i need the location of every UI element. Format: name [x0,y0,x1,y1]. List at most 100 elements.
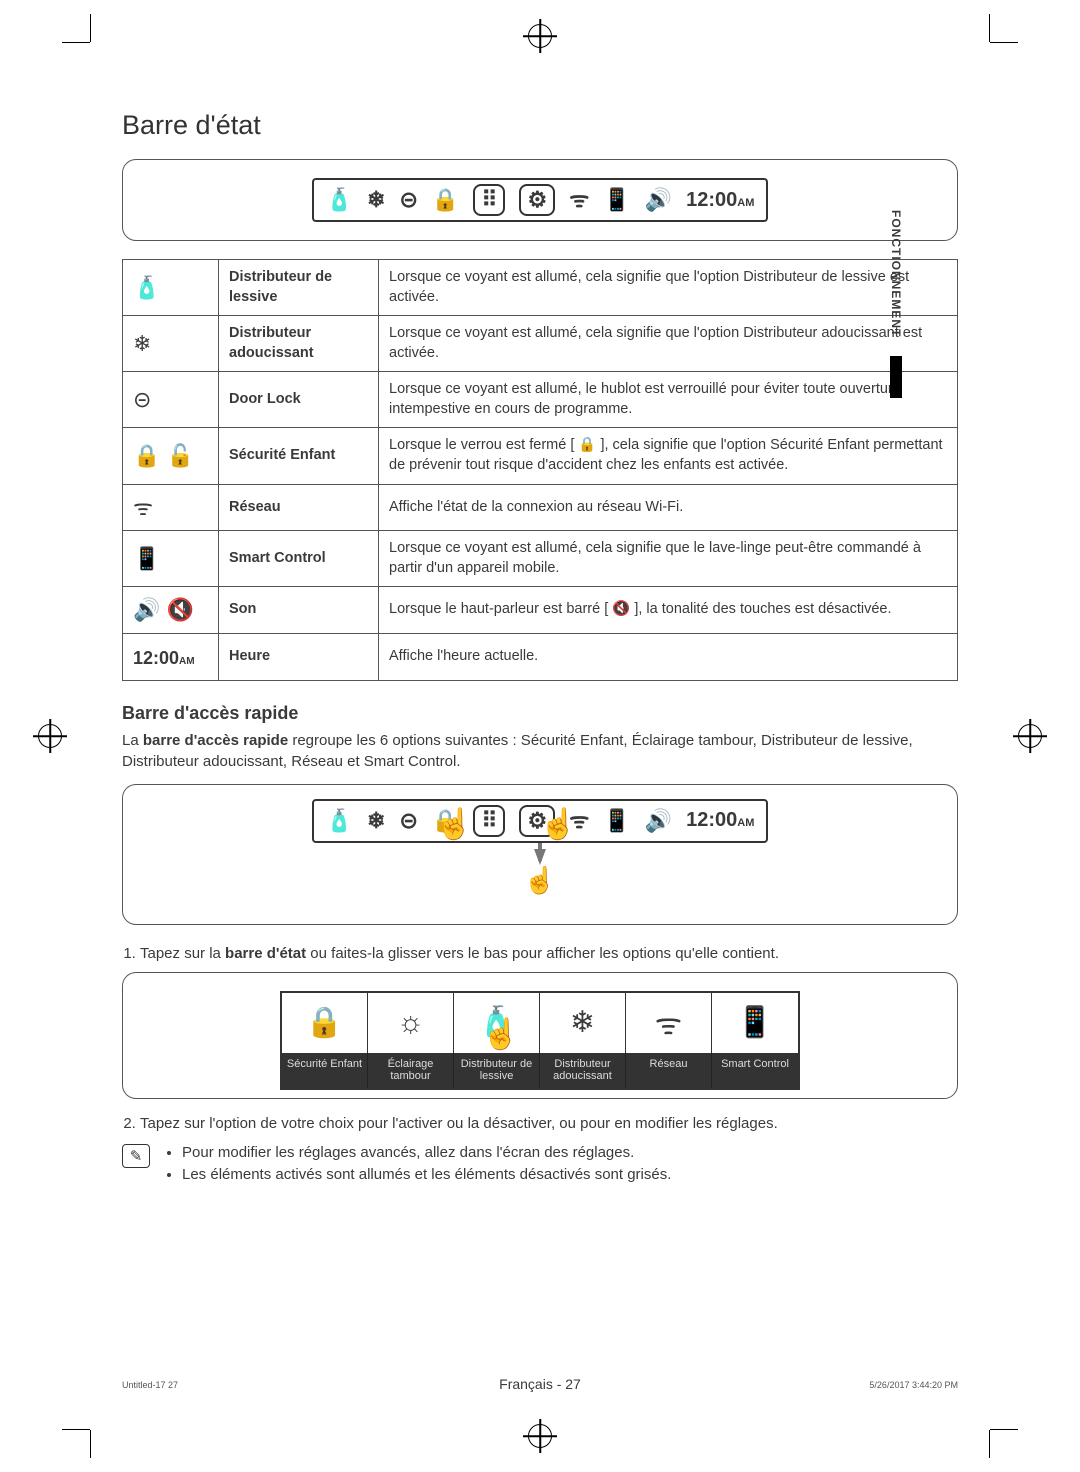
note-item: Pour modifier les réglages avancés, alle… [182,1142,671,1164]
table-row: 🔊 🔇SonLorsque le haut-parleur est barré … [123,587,958,634]
row-desc: Affiche l'heure actuelle. [379,634,958,681]
door-lock-icon: ⊝ [399,810,417,832]
sound-icon: 🔊 [645,189,672,211]
page-footer-right: 5/26/2017 3:44:20 PM [869,1380,958,1390]
registration-mark [528,1424,552,1448]
status-bar-gesture-frame: 🧴 ❄ ⊝ 🔒 ⠿ ⚙ ᯤ 📱 🔊 12:00AM ☝ ☝ ☝ [122,784,958,925]
quick-access-title: Barre d'accès rapide [122,703,958,724]
softener-icon: ❄ [367,810,385,832]
crop-mark [90,1430,91,1458]
step-1: Tapez sur la barre d'état ou faites-la g… [140,943,958,964]
tap-hand-icon: ☝ [482,1017,519,1052]
quick-panel-label: Éclairage tambour [368,1053,454,1088]
gear-icon: ⚙ [527,810,547,832]
row-icon: 📱 [123,531,219,587]
smart-control-icon: 📱 [603,189,630,211]
settings-pill: ⚙ [519,184,555,216]
status-time: 12:00AM [686,809,754,832]
status-time: 12:00AM [686,189,754,212]
row-name: Réseau [219,484,379,531]
row-name: Door Lock [219,372,379,428]
detergent-icon: 🧴 [326,189,353,211]
child-lock-icon: 🔒 [432,189,459,211]
quick-access-panel: 🔒☼🧴☝❄ᯤ📱 Sécurité EnfantÉclairage tambour… [280,991,800,1090]
row-desc: Lorsque ce voyant est allumé, cela signi… [379,316,958,372]
crop-mark [62,1429,90,1430]
row-icon: 12:00AM [123,634,219,681]
child-lock-icon: 🔒 [432,810,459,832]
crop-mark [62,42,90,43]
row-desc: Lorsque le verrou est fermé [ 🔒 ], cela … [379,428,958,484]
row-name: Heure [219,634,379,681]
quick-panel-icon: 🧴☝ [454,993,540,1053]
row-name: Distributeur de lessive [219,260,379,316]
side-tab-marker [890,356,902,398]
apps-pill: ⠿ [473,805,505,837]
row-icon: ᯤ [123,484,219,531]
crop-mark [989,14,990,42]
row-desc: Lorsque ce voyant est allumé, cela signi… [379,260,958,316]
sound-icon: 🔊 [645,810,672,832]
quick-access-intro: La barre d'accès rapide regroupe les 6 o… [122,730,958,772]
steps-list: Tapez sur la barre d'état ou faites-la g… [140,943,958,964]
note-item: Les éléments activés sont allumés et les… [182,1164,671,1186]
quick-panel-label: Sécurité Enfant [282,1053,368,1088]
row-icon: ❄ [123,316,219,372]
table-row: 📱Smart ControlLorsque ce voyant est allu… [123,531,958,587]
door-lock-icon: ⊝ [399,189,417,211]
row-name: Smart Control [219,531,379,587]
row-icon: 🧴 [123,260,219,316]
row-name: Distributeur adoucissant [219,316,379,372]
grid-icon: ⠿ [481,810,497,832]
quick-panel-label: Distributeur de lessive [454,1053,540,1088]
note-block: ✎ Pour modifier les réglages avancés, al… [122,1142,958,1186]
swipe-hand-icon: ☝ [524,865,556,896]
table-row: ❄Distributeur adoucissantLorsque ce voya… [123,316,958,372]
detergent-icon: 🧴 [326,810,353,832]
settings-pill: ⚙ [519,805,555,837]
status-bar-frame: 🧴 ❄ ⊝ 🔒 ⠿ ⚙ ᯤ 📱 🔊 12:00AM [122,159,958,241]
quick-panel-icon: ᯤ [626,993,712,1053]
gear-icon: ⚙ [527,189,547,211]
row-name: Sécurité Enfant [219,428,379,484]
smart-control-icon: 📱 [603,810,630,832]
quick-panel-icon: 🔒 [282,993,368,1053]
quick-access-panel-frame: 🔒☼🧴☝❄ᯤ📱 Sécurité EnfantÉclairage tambour… [122,972,958,1099]
table-row: ᯤRéseauAffiche l'état de la connexion au… [123,484,958,531]
note-list: Pour modifier les réglages avancés, alle… [182,1142,671,1186]
apps-pill: ⠿ [473,184,505,216]
quick-panel-icon: ☼ [368,993,454,1053]
registration-mark [528,24,552,48]
quick-panel-label: Smart Control [712,1053,798,1088]
row-desc: Affiche l'état de la connexion au réseau… [379,484,958,531]
row-icon: 🔒 🔓 [123,428,219,484]
crop-mark [990,42,1018,43]
crop-mark [990,1429,1018,1430]
row-name: Son [219,587,379,634]
note-icon: ✎ [122,1144,150,1168]
swipe-down-arrow [534,849,546,865]
softener-icon: ❄ [367,189,385,211]
side-tab: FONCTIONNEMENT [874,210,918,398]
quick-panel-label: Distributeur adoucissant [540,1053,626,1088]
registration-mark [1018,724,1042,748]
registration-mark [38,724,62,748]
grid-icon: ⠿ [481,189,497,211]
side-tab-label: FONCTIONNEMENT [889,210,903,345]
quick-panel-icon: 📱 [712,993,798,1053]
section-title: Barre d'état [122,110,958,141]
step-2: Tapez sur l'option de votre choix pour l… [140,1113,958,1134]
quick-panel-label: Réseau [626,1053,712,1088]
crop-mark [90,14,91,42]
icon-description-table: 🧴Distributeur de lessiveLorsque ce voyan… [122,259,958,681]
table-row: 12:00AMHeureAffiche l'heure actuelle. [123,634,958,681]
row-desc: Lorsque le haut-parleur est barré [ 🔇 ],… [379,587,958,634]
wifi-icon: ᯤ [569,810,589,832]
quick-panel-icon: ❄ [540,993,626,1053]
row-icon: 🔊 🔇 [123,587,219,634]
page-footer-left: Untitled-17 27 [122,1380,178,1390]
steps-list-2: Tapez sur l'option de votre choix pour l… [140,1113,958,1134]
row-desc: Lorsque ce voyant est allumé, le hublot … [379,372,958,428]
row-icon: ⊝ [123,372,219,428]
wifi-icon: ᯤ [569,189,589,211]
